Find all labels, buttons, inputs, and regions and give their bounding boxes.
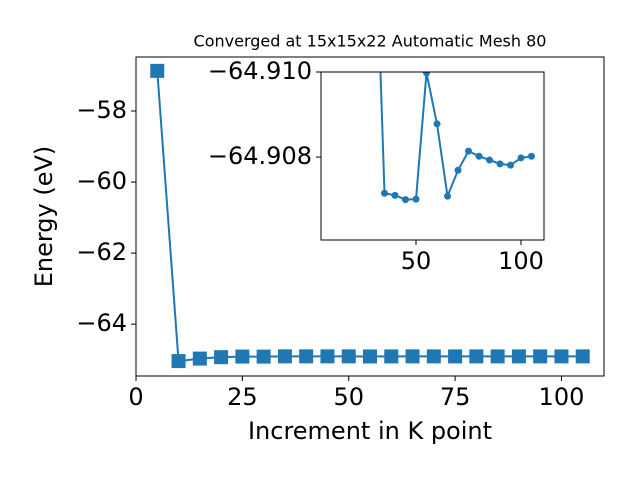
x-tick-label: 50 xyxy=(333,383,364,411)
marker xyxy=(517,154,525,162)
marker xyxy=(533,349,548,364)
marker xyxy=(341,349,356,364)
marker xyxy=(507,161,515,169)
x-tick-label: 100 xyxy=(498,247,544,275)
y-tick-label: −60 xyxy=(76,167,127,195)
x-tick-label: 100 xyxy=(539,383,585,411)
marker xyxy=(426,349,441,364)
plot-area xyxy=(150,63,590,369)
marker xyxy=(235,349,250,364)
x-tick-label: 0 xyxy=(128,383,143,411)
marker xyxy=(150,63,165,78)
marker xyxy=(496,160,504,168)
y-tick-label: −64.908 xyxy=(208,142,312,170)
marker xyxy=(528,152,536,160)
axes-frame xyxy=(320,71,545,241)
marker xyxy=(214,350,229,365)
marker xyxy=(423,72,431,77)
marker xyxy=(575,349,590,364)
marker xyxy=(256,349,271,364)
marker xyxy=(444,192,452,200)
y-tick-label: −64.910 xyxy=(208,57,312,85)
marker xyxy=(320,349,335,364)
marker xyxy=(433,120,441,128)
marker xyxy=(402,196,410,204)
marker xyxy=(465,147,473,155)
x-tick-label: 25 xyxy=(227,383,258,411)
x-axis-label: Increment in K point xyxy=(248,417,492,445)
y-axis-label: Energy (eV) xyxy=(30,146,58,288)
marker xyxy=(363,349,377,364)
y-tick-label: −58 xyxy=(76,96,127,124)
marker xyxy=(405,349,420,364)
y-tick-label: −62 xyxy=(76,238,127,266)
marker xyxy=(448,349,463,364)
marker xyxy=(391,191,399,199)
marker xyxy=(475,152,483,160)
marker xyxy=(469,349,484,364)
plot-area xyxy=(379,72,536,204)
marker xyxy=(454,166,462,174)
marker xyxy=(381,189,389,197)
y-tick-label: −64 xyxy=(76,309,127,337)
marker xyxy=(511,349,526,364)
marker xyxy=(486,156,494,164)
marker xyxy=(384,349,399,364)
marker xyxy=(277,349,292,364)
x-tick-label: 75 xyxy=(440,383,471,411)
marker xyxy=(412,195,420,203)
marker xyxy=(490,349,505,364)
marker xyxy=(554,349,569,364)
marker xyxy=(171,354,186,369)
x-tick-label: 50 xyxy=(401,247,432,275)
chart-title: Converged at 15x15x22 Automatic Mesh 80 xyxy=(194,32,547,51)
marker xyxy=(192,351,207,366)
axes-frame xyxy=(135,56,605,377)
marker xyxy=(299,349,314,364)
